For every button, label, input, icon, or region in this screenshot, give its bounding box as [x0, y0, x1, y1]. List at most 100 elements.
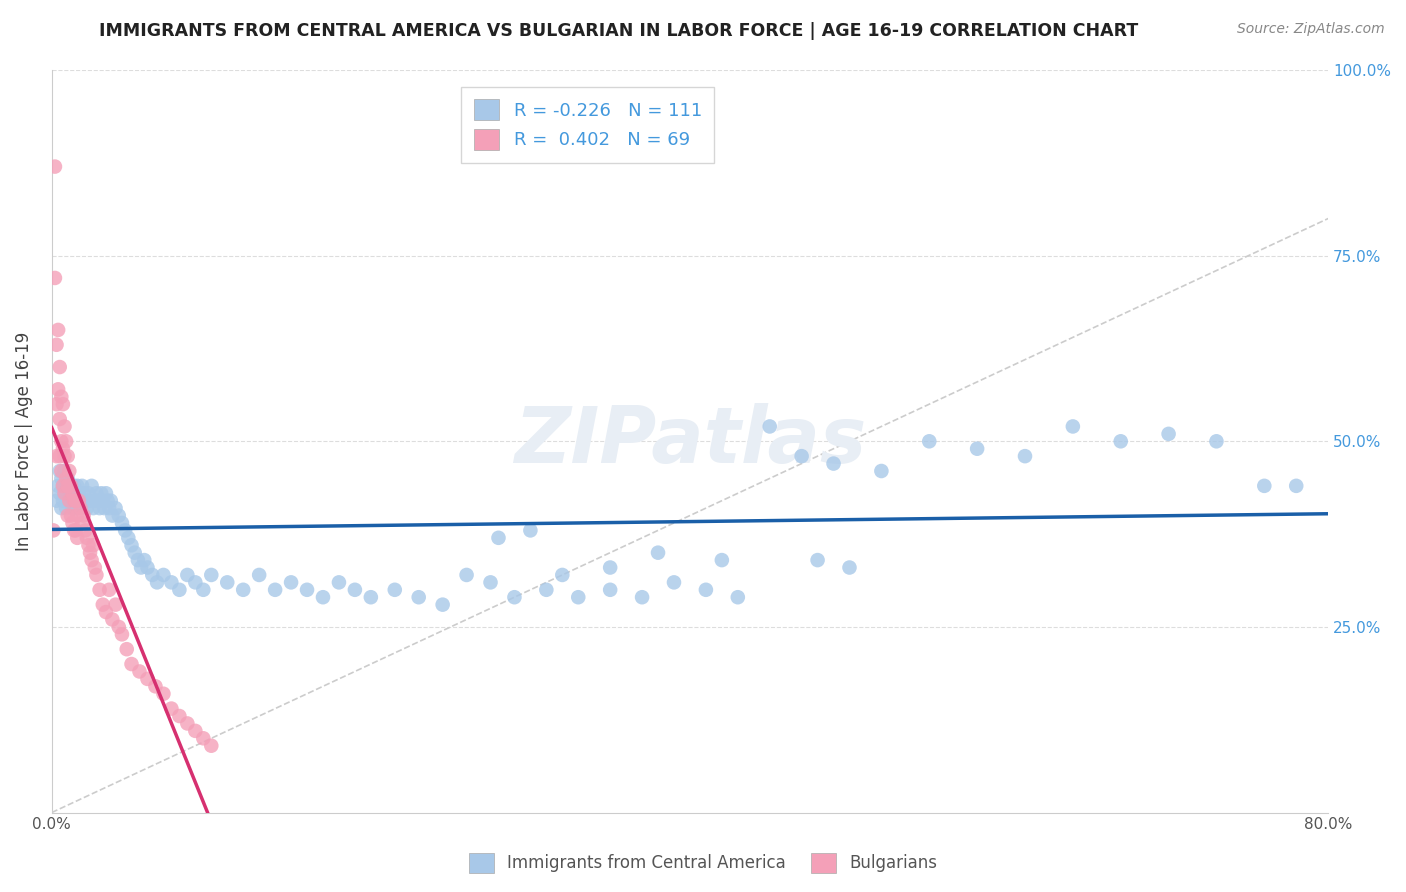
Point [328, 575, 350, 590]
Point [59, 508, 82, 523]
Point [44, 160, 66, 174]
Point [62, 516, 84, 530]
Point [107, 508, 129, 523]
Point [727, 591, 749, 605]
Point [62, 501, 84, 516]
Point [127, 553, 149, 567]
Point [503, 591, 526, 605]
Point [69, 501, 91, 516]
Point [90, 486, 112, 500]
Point [280, 575, 302, 590]
Point [176, 568, 198, 582]
Point [295, 582, 318, 597]
Point [83, 493, 105, 508]
Point [193, 731, 215, 746]
Point [121, 538, 143, 552]
Point [53, 419, 76, 434]
Point [128, 665, 150, 679]
Point [647, 546, 669, 560]
Point [56, 479, 79, 493]
Point [48, 486, 70, 500]
Point [408, 591, 430, 605]
Point [70, 479, 93, 493]
Point [141, 568, 163, 582]
Point [73, 486, 96, 500]
Point [232, 582, 254, 597]
Point [59, 479, 82, 493]
Text: IMMIGRANTS FROM CENTRAL AMERICA VS BULGARIAN IN LABOR FORCE | AGE 16-19 CORRELAT: IMMIGRANTS FROM CENTRAL AMERICA VS BULGA… [98, 22, 1139, 40]
Point [53, 486, 76, 500]
Point [70, 516, 93, 530]
Point [63, 493, 86, 508]
Point [46, 323, 69, 337]
Point [62, 486, 84, 500]
Point [136, 672, 159, 686]
Point [160, 575, 183, 590]
Point [52, 479, 75, 493]
Point [51, 390, 73, 404]
Point [55, 471, 77, 485]
Point [87, 493, 110, 508]
Legend: Immigrants from Central America, Bulgarians: Immigrants from Central America, Bulgari… [463, 847, 943, 880]
Point [111, 627, 134, 641]
Point [1014, 449, 1036, 463]
Point [82, 501, 104, 516]
Point [63, 524, 86, 538]
Point [599, 582, 621, 597]
Text: Source: ZipAtlas.com: Source: ZipAtlas.com [1237, 22, 1385, 37]
Point [42, 524, 65, 538]
Point [65, 524, 87, 538]
Point [536, 582, 558, 597]
Point [806, 553, 828, 567]
Point [184, 575, 207, 590]
Point [46, 382, 69, 396]
Point [56, 449, 79, 463]
Point [75, 493, 97, 508]
Point [107, 620, 129, 634]
Point [160, 701, 183, 715]
Point [134, 553, 156, 567]
Point [184, 723, 207, 738]
Point [45, 493, 67, 508]
Point [58, 486, 80, 500]
Legend: R = -0.226   N = 111, R =  0.402   N = 69: R = -0.226 N = 111, R = 0.402 N = 69 [461, 87, 714, 162]
Point [55, 434, 77, 449]
Point [758, 419, 780, 434]
Point [52, 397, 75, 411]
Point [488, 531, 510, 545]
Point [46, 479, 69, 493]
Point [200, 739, 222, 753]
Point [76, 501, 98, 516]
Point [59, 479, 82, 493]
Point [58, 464, 80, 478]
Point [59, 493, 82, 508]
Text: ZIPatlas: ZIPatlas [513, 403, 866, 479]
Point [83, 560, 105, 574]
Point [152, 568, 174, 582]
Point [44, 271, 66, 285]
Point [1205, 434, 1227, 449]
Point [97, 493, 120, 508]
Point [100, 493, 122, 508]
Point [62, 486, 84, 500]
Point [52, 479, 75, 493]
Point [48, 412, 70, 426]
Point [51, 434, 73, 449]
Point [169, 709, 191, 723]
Point [479, 575, 502, 590]
Point [599, 560, 621, 574]
Point [101, 613, 124, 627]
Point [73, 508, 96, 523]
Point [67, 493, 90, 508]
Point [790, 449, 813, 463]
Point [360, 591, 382, 605]
Point [79, 546, 101, 560]
Point [1253, 479, 1275, 493]
Point [56, 508, 79, 523]
Point [98, 501, 121, 516]
Point [91, 598, 114, 612]
Point [79, 493, 101, 508]
Point [247, 568, 270, 582]
Point [98, 582, 121, 597]
Point [56, 493, 79, 508]
